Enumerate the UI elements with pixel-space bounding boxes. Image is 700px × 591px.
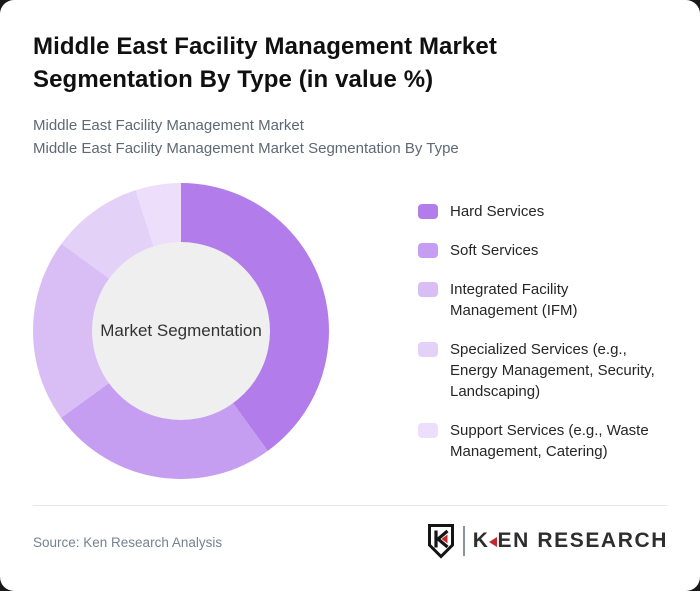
donut-chart: Market Segmentation	[33, 183, 329, 479]
logo-separator	[462, 526, 465, 556]
legend-label: Support Services (e.g., Waste Management…	[450, 422, 649, 460]
legend-item: Soft Services	[418, 240, 670, 261]
legend-item: Support Services (e.g., Waste Management…	[418, 420, 670, 462]
logo-letter-k: K	[472, 529, 490, 552]
subtitle-line-2: Middle East Facility Management Market S…	[33, 140, 459, 157]
footer-divider	[33, 505, 667, 506]
legend-item: Integrated Facility Management (IFM)	[418, 279, 670, 321]
donut-center-label: Market Segmentation	[100, 321, 262, 340]
legend-swatch	[418, 282, 438, 297]
legend-swatch	[418, 204, 438, 219]
logo-red-triangle-icon	[488, 536, 497, 547]
legend-swatch	[418, 342, 438, 357]
logo-text-rest: EN RESEARCH	[497, 529, 668, 552]
legend-label: Specialized Services (e.g., Energy Manag…	[450, 341, 655, 400]
ken-research-shield-icon	[427, 524, 454, 559]
legend-label: Soft Services	[450, 242, 539, 259]
legend-label: Hard Services	[450, 203, 545, 220]
legend-label: Integrated Facility Management (IFM)	[450, 281, 578, 319]
chart-legend: Hard Services Soft Services Integrated Fac…	[418, 201, 670, 462]
page-title: Middle East Facility Management Market S…	[33, 33, 497, 93]
ken-research-logo: K EN RESEARCH	[427, 523, 668, 559]
legend-swatch	[418, 243, 438, 258]
logo-wordmark: K EN RESEARCH	[473, 529, 668, 553]
legend-item: Hard Services	[418, 201, 670, 222]
legend-item: Specialized Services (e.g., Energy Manag…	[418, 339, 670, 402]
donut-center: Market Segmentation	[92, 242, 270, 420]
legend-swatch	[418, 423, 438, 438]
source-note: Source: Ken Research Analysis	[33, 535, 223, 550]
subtitle-line-1: Middle East Facility Management Market	[33, 117, 304, 134]
